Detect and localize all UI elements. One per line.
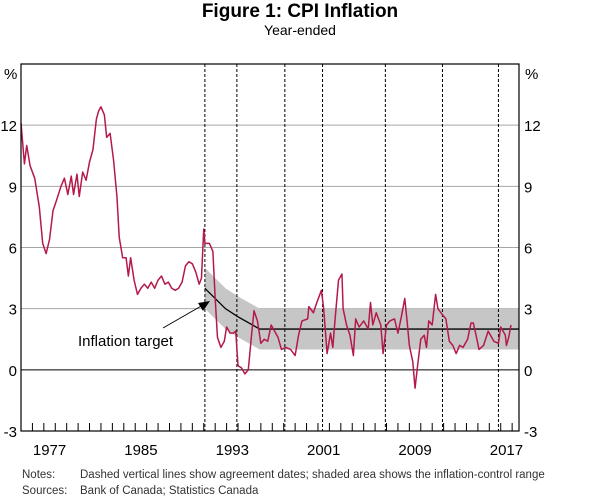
y-tick-label-left: 0	[9, 363, 17, 380]
sources-label: Sources:	[22, 485, 67, 497]
y-tick-label-right: 6	[524, 241, 532, 258]
y-tick-label-left: 12	[0, 118, 17, 135]
tick-labels: -3 -3 0 0 3 3 6 6 9 9 12 12 1977 1985 1993 2001 2009 2017	[0, 118, 540, 459]
agreement-date-lines	[204, 64, 499, 431]
y-tick-label-right: 0	[524, 363, 532, 380]
annotation-inflation-target: Inflation target	[78, 333, 174, 350]
axes	[20, 63, 520, 432]
notes-label: Notes:	[22, 469, 55, 481]
x-tick-label: 2001	[307, 442, 340, 459]
y-tick-label-left: 6	[9, 241, 17, 258]
chart-subtitle: Year-ended	[264, 22, 336, 38]
sources-text: Bank of Canada; Statistics Canada	[80, 485, 259, 497]
cpi-line	[20, 106, 512, 389]
y-axis-unit-left: %	[4, 66, 17, 83]
annotation-arrow	[162, 301, 210, 329]
inflation-control-band	[204, 267, 519, 350]
y-tick-label-left: 9	[9, 179, 17, 196]
x-tick-label: 1993	[216, 442, 249, 459]
y-tick-label-right: -3	[524, 424, 537, 441]
x-tick-label: 2017	[490, 442, 523, 459]
inflation-target-line	[204, 287, 519, 330]
plot-frame	[20, 63, 520, 432]
chart-title: Figure 1: CPI Inflation	[202, 1, 398, 22]
y-tick-label-right: 9	[524, 179, 532, 196]
y-tick-label-right: 3	[524, 302, 532, 319]
cpi-series	[20, 106, 512, 389]
y-tick-label-left: -3	[4, 424, 17, 441]
notes-text: Dashed vertical lines show agreement dat…	[80, 469, 545, 481]
y-tick-label-right: 12	[524, 118, 541, 135]
x-tick-label: 2009	[398, 442, 431, 459]
y-axis-unit-right: %	[525, 66, 538, 83]
y-tick-label-left: 3	[9, 302, 17, 319]
x-tick-label: 1977	[33, 442, 66, 459]
x-tick-label: 1985	[124, 442, 157, 459]
